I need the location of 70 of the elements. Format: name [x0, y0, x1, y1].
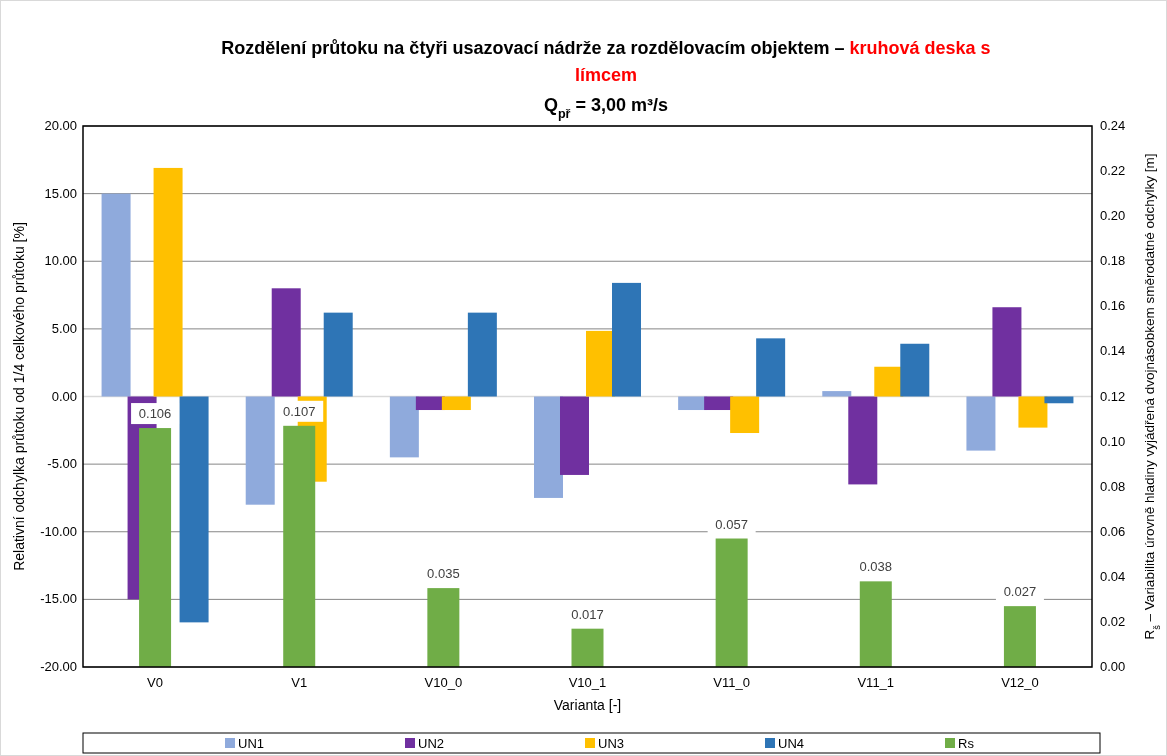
y-tick-label: 0.00 [51, 388, 77, 404]
bar [245, 396, 275, 505]
data-label: 0.035 [427, 566, 460, 582]
x-tick-label: V10_0 [424, 675, 463, 690]
y2-tick-label: 0.20 [1100, 208, 1126, 224]
data-label: 0.106 [138, 406, 172, 422]
x-axis-title: Varianta [-] [553, 697, 622, 713]
bar [1003, 606, 1036, 667]
x-tick-label: V0 [147, 675, 164, 690]
data-label: 0.038 [859, 559, 893, 575]
y2-tick-label: 0.00 [1100, 659, 1126, 674]
bar [389, 396, 419, 458]
data-label: 0.057 [715, 516, 748, 532]
y2-tick-label: 0.12 [1100, 388, 1126, 404]
legend-label: UN4 [778, 736, 805, 751]
bar [715, 538, 748, 667]
chart-title: Rozdělení průtoku na čtyři usazovací nádrže za rozdělovacím objektem – kruhová deska s límcem [221, 38, 991, 85]
y2-tick-label: 0.02 [1100, 613, 1126, 629]
legend-label: UN2 [418, 736, 445, 751]
bar [467, 312, 497, 397]
data-label: 0.017 [571, 606, 604, 622]
y2-tick-label: 0.22 [1100, 163, 1126, 179]
y2-tick-label: 0.16 [1100, 298, 1126, 314]
bar [848, 396, 878, 485]
data-label: 0.027 [1003, 584, 1037, 600]
bar [900, 343, 930, 397]
y2-tick-label: 0.08 [1100, 478, 1126, 494]
y-tick-label: 20.00 [44, 118, 77, 133]
bar [427, 588, 460, 667]
bar [323, 312, 353, 397]
bar [179, 396, 209, 623]
bar [441, 396, 471, 411]
bar [271, 288, 301, 397]
y2-tick-label: 0.24 [1100, 118, 1126, 133]
y2-tick-label: 0.18 [1100, 253, 1126, 269]
bar [966, 396, 996, 451]
bar [1018, 396, 1048, 428]
y-tick-label: -10.00 [40, 523, 77, 539]
chart-subtitle: Q$_{př}$ = 3,00 m³/s [543, 95, 669, 121]
legend-label: UN3 [598, 736, 625, 751]
y2-tick-label: 0.14 [1100, 343, 1126, 359]
x-tick-label: V11_1 [857, 675, 895, 690]
bar [571, 628, 604, 667]
y-tick-label: 15.00 [44, 185, 77, 201]
y2-tick-label: 0.04 [1100, 568, 1126, 584]
x-tick-label: V11_0 [713, 675, 750, 690]
legend-label: UN1 [238, 736, 265, 751]
bar [859, 581, 892, 667]
legend-label: Rs [958, 736, 975, 751]
bar [756, 338, 786, 397]
y2-tick-label: 0.10 [1100, 433, 1126, 449]
bar [153, 167, 183, 397]
y-tick-label: -5.00 [47, 456, 77, 472]
y-tick-label: 10.00 [44, 253, 77, 269]
y2-tick-label: 0.06 [1100, 523, 1126, 539]
bar [101, 193, 131, 397]
bar [730, 396, 760, 434]
bar [560, 396, 589, 475]
bar [612, 282, 641, 397]
bar [822, 391, 852, 397]
y-tick-label: 5.00 [51, 320, 77, 336]
y-tick-label: -15.00 [40, 591, 77, 607]
y-tick-label: -20.00 [40, 659, 77, 674]
bar [992, 307, 1022, 397]
x-tick-label: V10_1 [568, 675, 607, 690]
x-tick-label: V12_0 [1001, 675, 1039, 690]
x-tick-label: V1 [291, 675, 308, 690]
bar [534, 396, 563, 498]
y-axis-title: Relativní odchylka průtoku od 1/4 celkového průtoku [%] [11, 222, 27, 571]
data-label: 0.107 [282, 403, 316, 419]
